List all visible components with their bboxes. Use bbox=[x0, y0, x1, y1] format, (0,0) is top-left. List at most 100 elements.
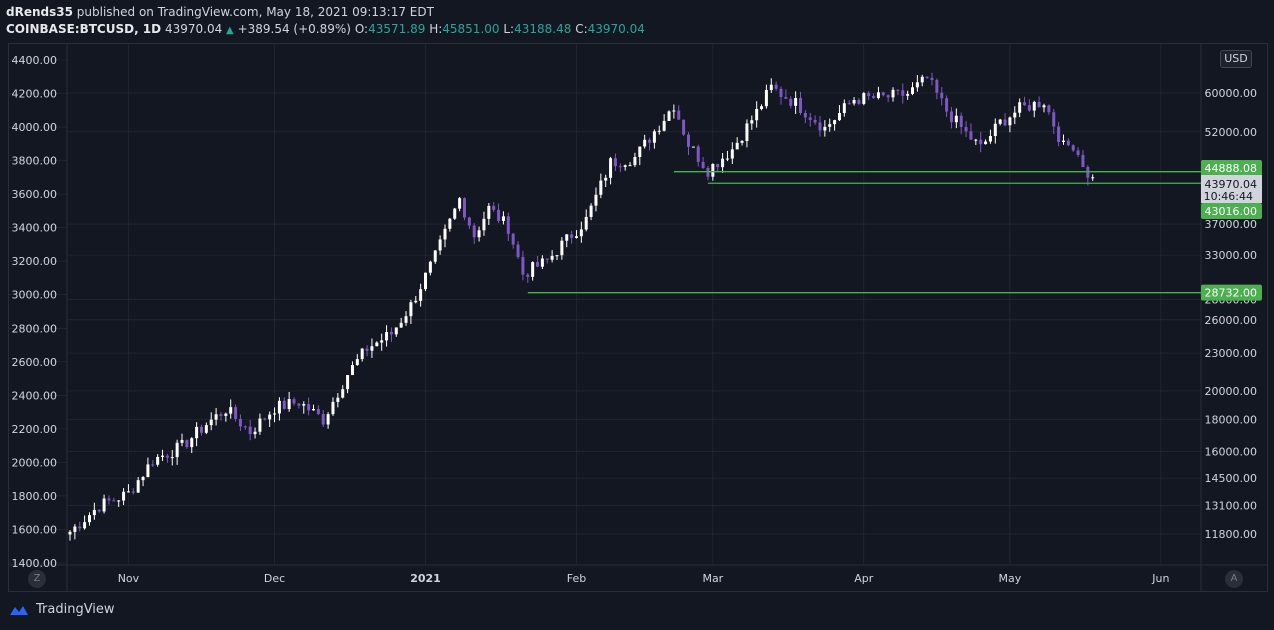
current-price-text: 43970.04 bbox=[1205, 178, 1258, 191]
candle-body bbox=[964, 126, 968, 132]
author-name[interactable]: dRends35 bbox=[6, 5, 73, 19]
candle-body bbox=[862, 93, 866, 104]
published-text: published on TradingView.com, May 18, 20… bbox=[76, 5, 434, 19]
close-value: 43970.04 bbox=[587, 22, 645, 36]
candle-body bbox=[370, 346, 374, 351]
time-axis-tick-label: 2021 bbox=[410, 572, 441, 585]
candle-body bbox=[764, 90, 768, 107]
level-price-tag bbox=[1201, 284, 1262, 301]
candle-body bbox=[307, 404, 311, 411]
right-axis-tick-label: 23000.00 bbox=[1205, 347, 1258, 360]
candle-body bbox=[774, 84, 778, 89]
low-value: 43188.48 bbox=[514, 22, 572, 36]
candle-body bbox=[234, 407, 238, 419]
level-price-text: 44888.08 bbox=[1205, 162, 1258, 175]
candle-body bbox=[263, 418, 267, 420]
candle-body bbox=[1023, 102, 1027, 106]
candle-body bbox=[584, 216, 588, 230]
candle-body bbox=[492, 205, 496, 210]
candle-body bbox=[521, 257, 525, 275]
candle-body bbox=[628, 165, 632, 167]
right-axis-tick-label: 11800.00 bbox=[1205, 528, 1258, 541]
left-axis-tick-label: 1800.00 bbox=[12, 490, 58, 503]
candle-body bbox=[1027, 105, 1031, 111]
candle-body bbox=[472, 225, 476, 238]
right-axis-tick-label: 37000.00 bbox=[1205, 218, 1258, 231]
candle-body bbox=[901, 90, 905, 96]
candle-body bbox=[949, 111, 953, 123]
footer-brand[interactable]: TradingView bbox=[8, 602, 115, 617]
candle-body bbox=[180, 440, 184, 443]
candle-body bbox=[954, 115, 958, 123]
candle-body bbox=[448, 218, 452, 229]
candle-body bbox=[73, 526, 77, 532]
candle-body bbox=[146, 464, 150, 478]
auto-scale-a-button[interactable]: A bbox=[1225, 570, 1243, 588]
candle-body bbox=[993, 123, 997, 137]
candle-body bbox=[1013, 112, 1017, 118]
candle-body bbox=[652, 131, 656, 143]
candle-body bbox=[794, 98, 798, 106]
candle-body bbox=[326, 414, 330, 425]
candle-body bbox=[419, 289, 423, 301]
candle-body bbox=[433, 250, 437, 262]
candle-body bbox=[886, 95, 890, 98]
auto-scale-z-button[interactable]: Z bbox=[28, 570, 46, 588]
candle-body bbox=[789, 98, 793, 106]
candle-body bbox=[750, 120, 754, 124]
candle-body bbox=[243, 426, 247, 428]
candle-body bbox=[282, 400, 286, 409]
candle-body bbox=[409, 302, 413, 317]
candle-body bbox=[165, 455, 169, 458]
candle-body bbox=[721, 158, 725, 168]
candle-body bbox=[735, 142, 739, 150]
candle-body bbox=[92, 509, 96, 516]
right-axis-tick-label: 26000.00 bbox=[1205, 314, 1258, 327]
candle-body bbox=[501, 216, 505, 221]
left-axis-tick-label: 1600.00 bbox=[12, 523, 58, 536]
candle-body bbox=[633, 156, 637, 166]
candle-body bbox=[268, 414, 272, 420]
candle-body bbox=[511, 233, 515, 245]
candle-body bbox=[555, 255, 559, 257]
candle-body bbox=[701, 161, 705, 168]
candle-body bbox=[935, 79, 939, 93]
candle-body bbox=[609, 158, 613, 178]
candle-body bbox=[302, 404, 306, 406]
candle-body bbox=[550, 255, 554, 260]
candle-body bbox=[355, 359, 359, 366]
right-price-axis: 60000.0052000.0037000.0033000.0028000.00… bbox=[1205, 87, 1258, 541]
candle-body bbox=[638, 146, 642, 157]
currency-button[interactable]: USD bbox=[1220, 50, 1252, 68]
symbol-title[interactable]: COINBASE:BTCUSD, 1D bbox=[6, 22, 162, 36]
candle-body bbox=[199, 426, 203, 433]
candle-body bbox=[380, 340, 384, 343]
candle-body bbox=[847, 103, 851, 105]
candle-body bbox=[1076, 150, 1080, 155]
candle-body bbox=[151, 464, 155, 466]
level-price-tag bbox=[1201, 203, 1262, 219]
candle-body bbox=[68, 531, 72, 535]
last-price: 43970.04 bbox=[164, 22, 223, 36]
candle-body bbox=[365, 348, 369, 351]
candle-body bbox=[531, 262, 535, 277]
candle-body bbox=[876, 92, 880, 99]
left-axis-tick-label: 3800.00 bbox=[12, 155, 58, 168]
candle-body bbox=[974, 139, 978, 141]
candle-body bbox=[350, 365, 354, 376]
candle-body bbox=[102, 498, 106, 512]
candle-body bbox=[156, 456, 160, 465]
candle-body bbox=[1042, 105, 1046, 108]
right-axis-tick-label: 33000.00 bbox=[1205, 249, 1258, 262]
candle-body bbox=[813, 119, 817, 123]
left-axis-tick-label: 2800.00 bbox=[12, 322, 58, 335]
candle-body bbox=[190, 438, 194, 448]
candle-body bbox=[594, 194, 598, 206]
candle-body bbox=[1061, 140, 1065, 142]
right-axis-tick-label: 16000.00 bbox=[1205, 445, 1258, 458]
candle-body bbox=[141, 477, 145, 481]
left-axis-tick-label: 3600.00 bbox=[12, 188, 58, 201]
price-change: +389.54 (+0.89%) bbox=[237, 22, 351, 36]
